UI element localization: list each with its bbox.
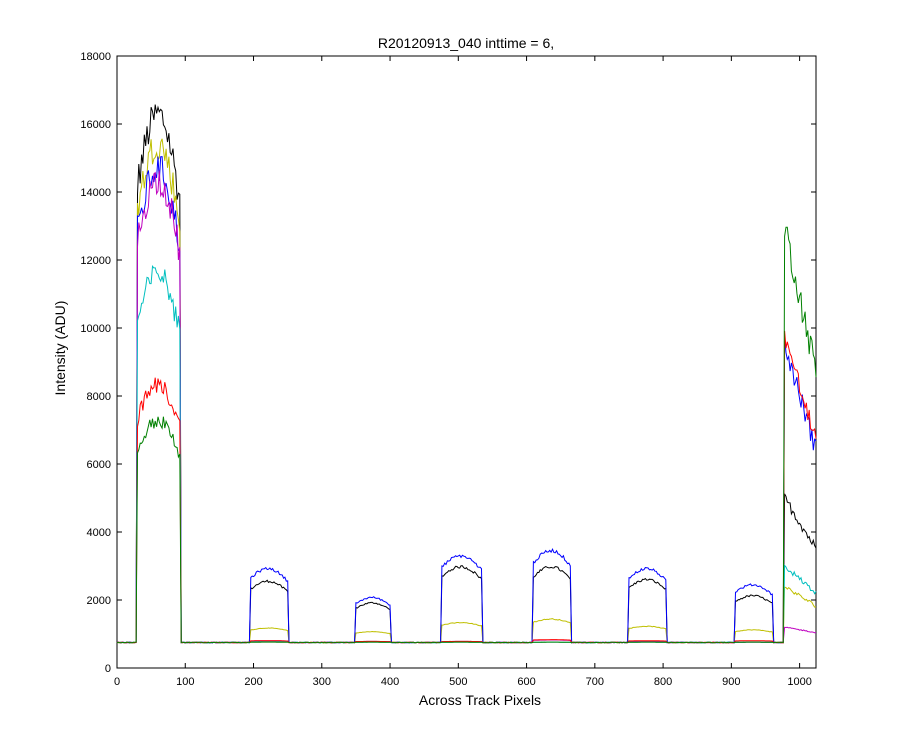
x-tick-label: 300 bbox=[313, 676, 331, 688]
series-lines bbox=[116, 104, 817, 644]
y-tick-label: 6000 bbox=[87, 459, 111, 471]
x-tick-label: 100 bbox=[176, 676, 194, 688]
x-tick-label: 900 bbox=[722, 676, 740, 688]
x-tick-label: 800 bbox=[654, 676, 672, 688]
x-tick-label: 1000 bbox=[787, 676, 811, 688]
y-axis-label: Intensity (ADU) bbox=[52, 301, 68, 396]
series-line bbox=[116, 226, 817, 644]
x-axis-label: Across Track Pixels bbox=[419, 692, 541, 708]
x-tick-label: 400 bbox=[381, 676, 399, 688]
axis-ticks: 0 100 200 300 400 500 600 700 800 900 100002000400… bbox=[80, 51, 816, 688]
y-tick-label: 12000 bbox=[80, 255, 111, 267]
y-tick-label: 0 bbox=[105, 663, 111, 675]
y-tick-label: 10000 bbox=[80, 323, 111, 335]
y-tick-label: 18000 bbox=[80, 51, 111, 63]
y-tick-label: 8000 bbox=[87, 391, 111, 403]
y-tick-label: 16000 bbox=[80, 119, 111, 131]
y-tick-label: 2000 bbox=[87, 595, 111, 607]
y-tick-label: 4000 bbox=[87, 527, 111, 539]
x-tick-label: 200 bbox=[244, 676, 262, 688]
y-tick-label: 14000 bbox=[80, 187, 111, 199]
x-tick-label: 500 bbox=[449, 676, 467, 688]
x-tick-label: 0 bbox=[114, 676, 120, 688]
chart-title: R20120913_040 inttime = 6, bbox=[378, 35, 554, 51]
x-tick-label: 700 bbox=[586, 676, 604, 688]
x-tick-label: 600 bbox=[517, 676, 535, 688]
plot-area bbox=[116, 55, 817, 669]
